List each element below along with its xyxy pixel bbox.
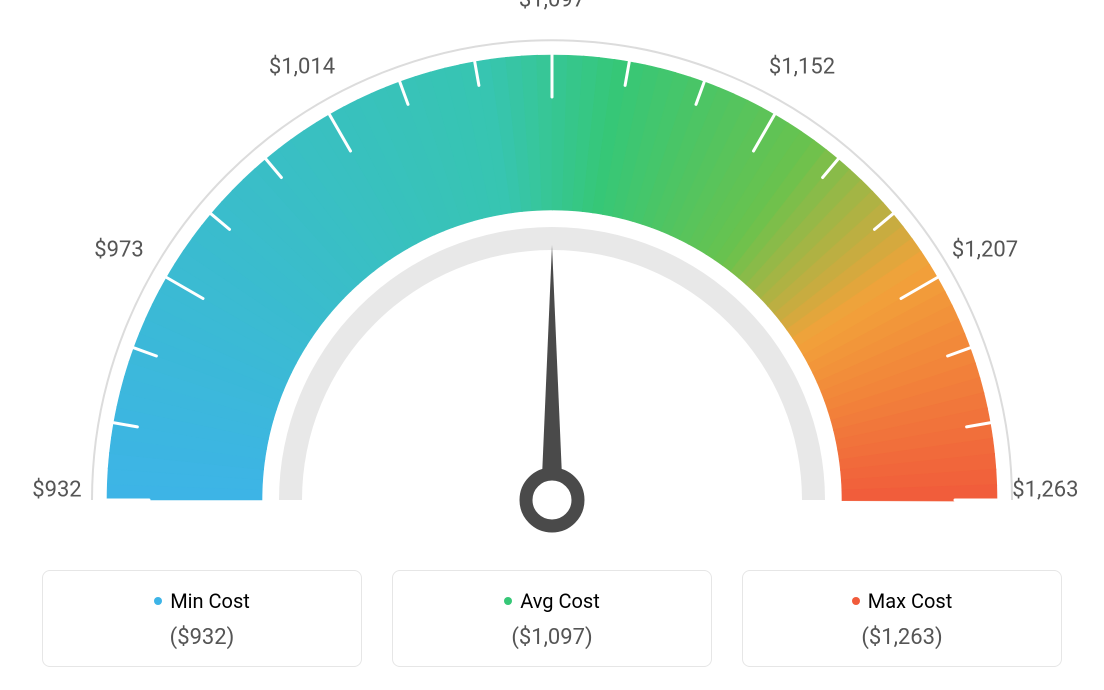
gauge-tick-label: $1,152 [769, 54, 835, 79]
gauge-svg [0, 0, 1104, 560]
dot-icon [504, 597, 512, 605]
legend-title-text: Max Cost [868, 589, 953, 613]
legend-value-avg: ($1,097) [403, 625, 701, 650]
legend-title-text: Min Cost [170, 589, 250, 613]
legend-card-min: Min Cost ($932) [42, 570, 362, 667]
legend-title-text: Avg Cost [520, 589, 600, 613]
legend-value-max: ($1,263) [753, 625, 1051, 650]
legend-card-max: Max Cost ($1,263) [742, 570, 1062, 667]
legend-title-min: Min Cost [53, 589, 351, 613]
legend-value-min: ($932) [53, 625, 351, 650]
gauge-tick-label: $1,014 [269, 54, 335, 79]
legend-card-avg: Avg Cost ($1,097) [392, 570, 712, 667]
gauge-tick-label: $1,263 [1012, 478, 1078, 503]
dot-icon [154, 597, 162, 605]
legend-title-avg: Avg Cost [403, 589, 701, 613]
gauge-tick-label: $1,207 [952, 238, 1018, 263]
legend-row: Min Cost ($932) Avg Cost ($1,097) Max Co… [0, 560, 1104, 667]
gauge-tick-label: $1,097 [519, 0, 585, 13]
gauge-chart: $932 $973 $1,014 $1,097 $1,152 $1,207 $1,263 [0, 0, 1104, 560]
dot-icon [852, 597, 860, 605]
gauge-tick-label: $973 [94, 238, 143, 263]
legend-title-max: Max Cost [753, 589, 1051, 613]
gauge-tick-label: $932 [32, 478, 81, 503]
